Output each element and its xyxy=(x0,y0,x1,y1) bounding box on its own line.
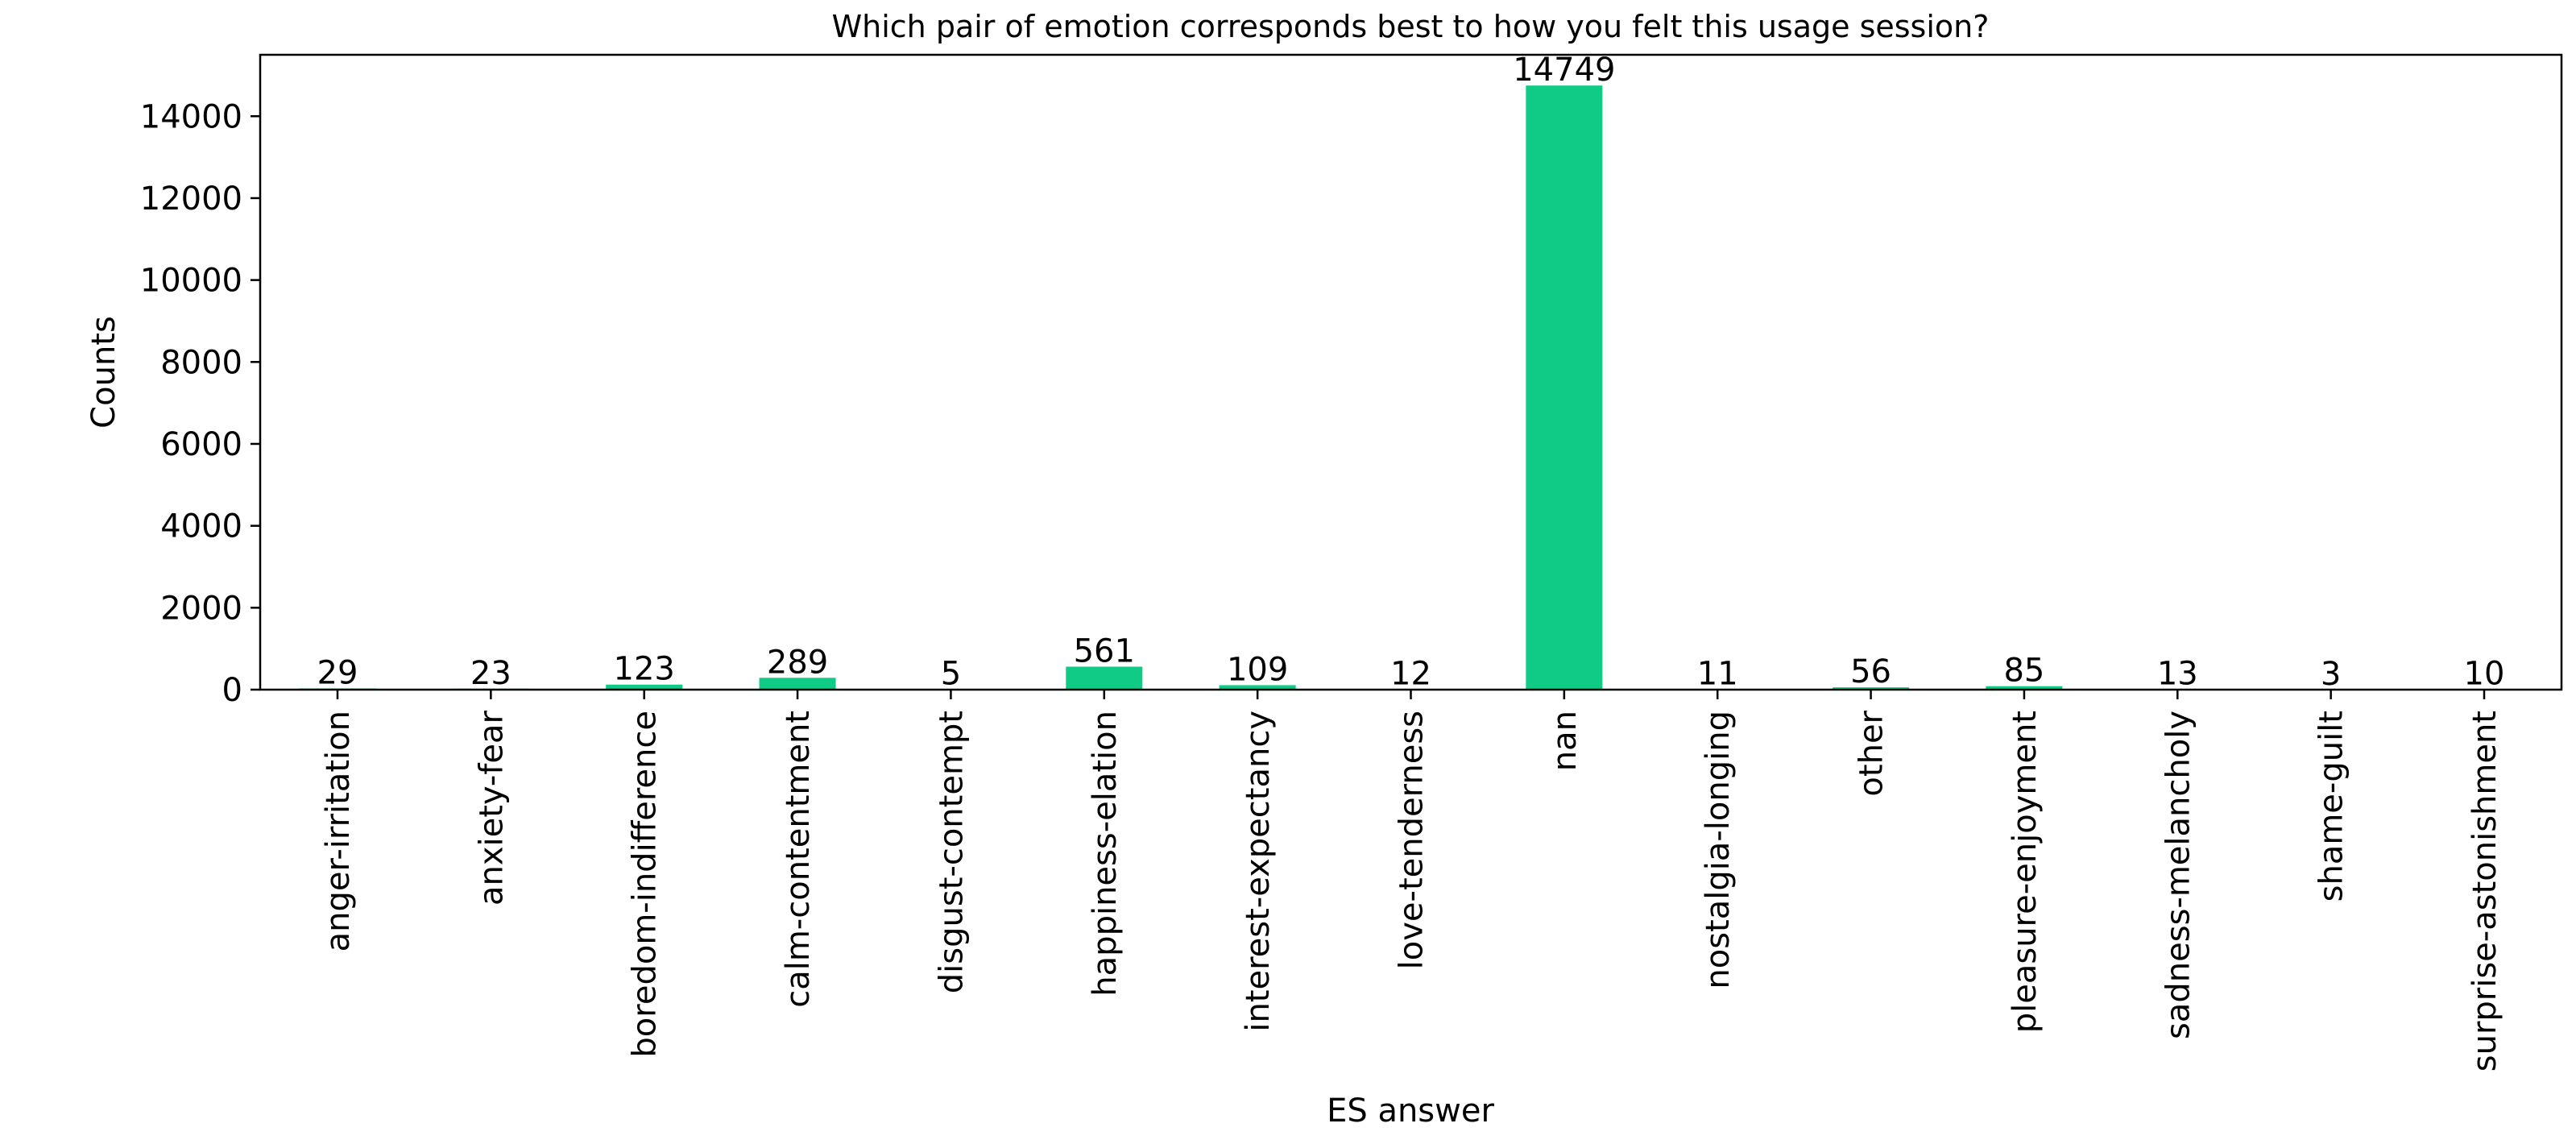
y-tick-label: 2000 xyxy=(160,590,242,627)
data-label-interest-expectancy: 109 xyxy=(1227,651,1288,688)
x-axis-label: ES answer xyxy=(1327,1092,1494,1130)
bar-boredom-indifference xyxy=(606,684,683,690)
data-label-other: 56 xyxy=(1850,653,1891,690)
bar-interest-expectancy xyxy=(1219,685,1296,690)
data-label-boredom-indifference: 123 xyxy=(614,651,675,688)
data-label-anxiety-fear: 23 xyxy=(470,655,511,692)
data-label-anger-irritation: 29 xyxy=(317,655,358,692)
y-axis-label: Counts xyxy=(85,316,122,429)
bar-happiness-elation xyxy=(1066,666,1143,690)
x-tick-label-nostalgia-longing: nostalgia-longing xyxy=(1700,711,1737,989)
data-label-shame-guilt: 3 xyxy=(2321,656,2341,693)
plot-frame xyxy=(259,53,2563,691)
x-tick-label-nan: nan xyxy=(1547,711,1584,771)
x-tick-label-boredom-indifference: boredom-indifference xyxy=(627,711,664,1058)
bar-nan xyxy=(1526,85,1603,690)
y-tick-label: 0 xyxy=(222,672,242,709)
data-label-sadness-melancholy: 13 xyxy=(2157,655,2198,692)
data-label-nostalgia-longing: 11 xyxy=(1697,655,1738,692)
chart-title: Which pair of emotion corresponds best t… xyxy=(832,9,1990,44)
y-tick-label: 4000 xyxy=(160,508,242,545)
bar-other xyxy=(1833,687,1910,690)
x-tick-label-love-tenderness: love-tenderness xyxy=(1394,711,1431,969)
bar-calm-contentment xyxy=(759,678,836,690)
data-labels-layer: 29 23 123 289 5 561 109 12 14749 11 56 85 13 3 10 xyxy=(317,52,2505,693)
data-label-pleasure-enjoyment: 85 xyxy=(2003,653,2044,690)
x-tick-label-sadness-melancholy: sadness-melancholy xyxy=(2160,711,2197,1039)
y-tick-label: 10000 xyxy=(140,263,242,300)
y-tick-label: 12000 xyxy=(140,180,242,218)
data-label-happiness-elation: 561 xyxy=(1074,632,1135,669)
data-label-nan: 14749 xyxy=(1513,52,1615,89)
x-tick-label-interest-expectancy: interest-expectancy xyxy=(1240,711,1277,1032)
x-tick-label-calm-contentment: calm-contentment xyxy=(780,711,817,1008)
data-label-calm-contentment: 289 xyxy=(767,644,828,681)
data-label-love-tenderness: 12 xyxy=(1390,655,1431,692)
y-tick-label: 8000 xyxy=(160,344,242,381)
y-tick-label: 6000 xyxy=(160,426,242,463)
y-tick-label: 14000 xyxy=(140,98,242,135)
data-label-surprise-astonishment: 10 xyxy=(2464,655,2505,692)
x-tick-label-happiness-elation: happiness-elation xyxy=(1087,711,1124,997)
x-tick-label-anxiety-fear: anxiety-fear xyxy=(473,710,510,906)
y-axis: 0 2000 4000 6000 8000 10000 12000 14000 xyxy=(140,98,260,709)
x-tick-label-anger-irritation: anger-irritation xyxy=(320,711,357,951)
bar-pleasure-enjoyment xyxy=(1986,686,2063,690)
x-tick-label-surprise-astonishment: surprise-astonishment xyxy=(2466,711,2504,1072)
x-tick-label-other: other xyxy=(1853,710,1891,796)
x-tick-label-pleasure-enjoyment: pleasure-enjoyment xyxy=(2007,711,2044,1033)
x-tick-label-disgust-contempt: disgust-contempt xyxy=(933,711,970,993)
bars-layer xyxy=(299,85,2523,690)
data-label-disgust-contempt: 5 xyxy=(941,656,961,693)
x-tick-label-shame-guilt: shame-guilt xyxy=(2313,711,2350,902)
x-axis: anger-irritation anxiety-fear boredom-indi… xyxy=(320,690,2504,1072)
